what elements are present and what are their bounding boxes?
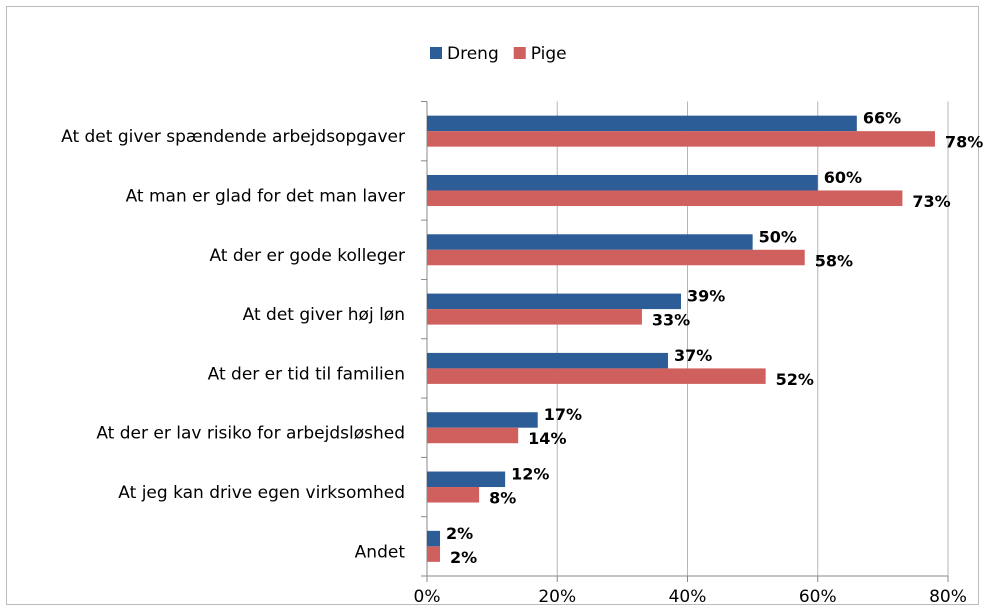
legend-label: Pige <box>531 44 567 64</box>
bar <box>427 368 766 384</box>
bar <box>427 427 519 444</box>
y-tick-label: At jeg kan drive egen virksomhed <box>118 483 405 503</box>
data-label: 17% <box>544 405 582 424</box>
x-tick-label: 60% <box>799 587 837 607</box>
chart-border <box>6 6 979 605</box>
y-tick-label: At der er lav risiko for arbejdsløshed <box>96 424 405 444</box>
bar <box>427 234 753 250</box>
data-label: 12% <box>511 465 549 484</box>
data-label: 37% <box>674 346 712 365</box>
data-label: 50% <box>759 227 797 246</box>
data-label: 33% <box>652 311 690 330</box>
y-tick-label: At det giver høj løn <box>243 305 405 325</box>
bar <box>427 487 480 503</box>
data-label: 39% <box>687 287 725 306</box>
data-label: 73% <box>912 192 950 211</box>
bar <box>427 249 805 266</box>
x-tick-label: 20% <box>538 587 576 607</box>
x-tick-label: 80% <box>929 587 967 607</box>
legend-swatch <box>513 47 526 59</box>
data-label: 78% <box>945 133 983 152</box>
legend-swatch <box>430 47 442 59</box>
data-label: 2% <box>450 548 477 567</box>
bar <box>427 131 935 147</box>
legend-label: Dreng <box>447 44 499 64</box>
data-label: 52% <box>776 370 814 389</box>
bar <box>427 174 818 191</box>
bar <box>427 115 857 132</box>
bar <box>427 471 506 488</box>
data-label: 66% <box>863 109 901 128</box>
y-tick-label: At man er glad for det man laver <box>126 186 405 206</box>
x-tick-label: 40% <box>669 587 707 607</box>
y-tick-label: Andet <box>355 542 406 562</box>
data-label: 60% <box>824 168 862 187</box>
x-tick-label: 0% <box>414 587 441 607</box>
bar <box>427 352 668 369</box>
y-tick-label: At der er gode kolleger <box>209 246 405 266</box>
data-label: 2% <box>446 524 473 543</box>
data-label: 8% <box>489 489 516 508</box>
data-label: 58% <box>815 251 853 270</box>
bar <box>427 190 903 206</box>
bar <box>427 309 642 325</box>
bar <box>427 546 441 562</box>
y-tick-label: At der er tid til familien <box>208 364 405 384</box>
y-tick-label: At det giver spændende arbejdsopgaver <box>61 127 405 147</box>
data-label: 14% <box>528 429 566 448</box>
bar <box>427 530 441 547</box>
bar <box>427 293 681 310</box>
bar <box>427 412 538 428</box>
